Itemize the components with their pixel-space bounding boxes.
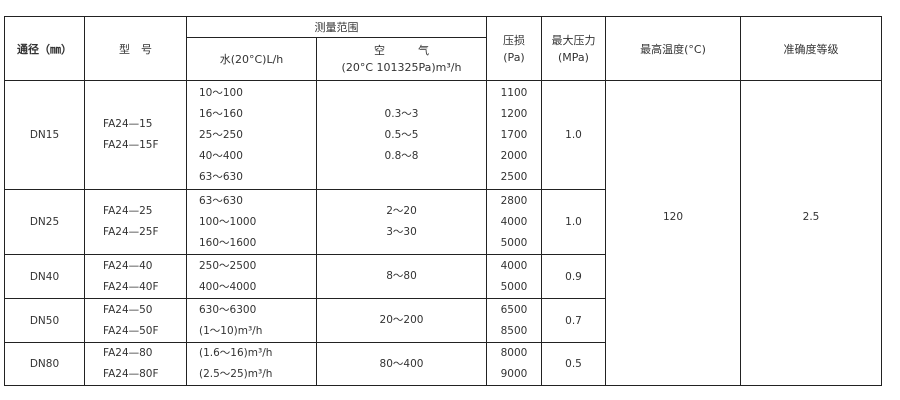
- cell-air: 20～200: [316, 298, 487, 343]
- cell-air-line: 8～80: [386, 270, 417, 282]
- cell-air-line: 80～400: [379, 357, 424, 370]
- cell-model-line: FA24—15F: [103, 139, 159, 151]
- cell-pressure-loss: 6500 8500: [486, 298, 542, 343]
- cell-water: 10～100 16～160 25～250 40～400 63～630: [186, 80, 317, 190]
- cell-pressure-loss: 4000 5000: [486, 254, 542, 299]
- table-row: DN40 FA24—40 FA24—40F 250～2500 400～4000 8～80 4…: [4, 254, 882, 299]
- cell-air-line: 0.5～5: [384, 128, 419, 141]
- cell-water: 250～2500 400～4000: [186, 254, 317, 299]
- cell-pressure-loss-line: 8500: [500, 324, 528, 337]
- cell-pressure-loss-line: 2000: [500, 149, 528, 162]
- cell-pressure-loss-line: 6500: [500, 303, 528, 316]
- table-row: DN25 FA24—25 FA24—25F 63～630 100～1000 160～160…: [4, 189, 882, 255]
- cell-air: 2～20 3～30: [316, 189, 487, 255]
- cell-air: 80～400: [316, 342, 487, 386]
- cell-air: 8～80: [316, 254, 487, 299]
- cell-water-line: 63～630: [199, 194, 243, 207]
- cell-pressure-loss: 1100 1200 1700 2000 2500: [486, 80, 542, 190]
- cell-pressure-loss-line: 2800: [500, 194, 528, 207]
- cell-air: 0.3～3 0.5～5 0.8～8: [316, 80, 487, 190]
- cell-water-line: (1～10)m³/h: [199, 324, 263, 337]
- header-max-pressure: 最大压力 (MPa): [541, 16, 606, 81]
- cell-diameter: DN50: [4, 298, 85, 343]
- cell-diameter: DN80: [4, 342, 85, 386]
- cell-air-line: 0.3～3: [384, 107, 419, 120]
- cell-max-pressure: 0.7: [541, 298, 606, 343]
- cell-max-pressure: 1.0: [541, 189, 606, 255]
- cell-pressure-loss-line: 1200: [500, 107, 528, 120]
- cell-air-line: 0.8～8: [384, 149, 419, 162]
- header-air: 空 气 (20°C 101325Pa)m³/h: [316, 37, 487, 81]
- cell-max-pressure: 0.9: [541, 254, 606, 299]
- cell-model-line: FA24—80F: [103, 368, 159, 380]
- cell-accuracy: 2.5: [740, 80, 882, 386]
- cell-pressure-loss-line: 4000: [500, 259, 528, 272]
- cell-model: FA24—15 FA24—15F: [84, 80, 187, 190]
- cell-water-line: 160～1600: [199, 236, 257, 249]
- cell-water-line: 630～6300: [199, 303, 257, 316]
- cell-pressure-loss: 2800 4000 5000: [486, 189, 542, 255]
- cell-water-line: 63～630: [199, 170, 243, 183]
- cell-model: FA24—40 FA24—40F: [84, 254, 187, 299]
- cell-water-line: 250～2500: [199, 259, 257, 272]
- cell-model-line: FA24—80: [103, 347, 153, 359]
- cell-air-line: 2～20: [386, 205, 417, 217]
- cell-pressure-loss-line: 1700: [500, 128, 528, 141]
- cell-pressure-loss-line: 9000: [500, 368, 528, 380]
- cell-pressure-loss: 8000 9000: [486, 342, 542, 386]
- header-pressure-loss: 压损 (Pa): [486, 16, 542, 81]
- cell-water-line: 400～4000: [199, 280, 257, 293]
- header-accuracy: 准确度等级: [740, 16, 882, 81]
- header-max-temp: 最高温度(°C): [605, 16, 741, 81]
- cell-water-line: (1.6～16)m³/h: [199, 347, 273, 359]
- table-row: DN80 FA24—80 FA24—80F (1.6～16)m³/h (2.5～25)m…: [4, 342, 882, 386]
- cell-pressure-loss-line: 5000: [500, 236, 528, 249]
- table-row: DN15 FA24—15 FA24—15F 10～100 16～160 25～250 40～…: [4, 80, 882, 386]
- cell-model-line: FA24—25F: [103, 226, 159, 238]
- cell-water: 630～6300 (1～10)m³/h: [186, 298, 317, 343]
- cell-water-line: 10～100: [199, 86, 243, 99]
- header-model: 型 号: [84, 16, 187, 81]
- cell-water-line: 16～160: [199, 107, 243, 120]
- cell-diameter: DN15: [4, 80, 85, 190]
- cell-pressure-loss-line: 2500: [500, 170, 528, 183]
- cell-water: 63～630 100～1000 160～1600: [186, 189, 317, 255]
- header-diameter: 通径（㎜）: [4, 16, 85, 81]
- cell-pressure-loss-line: 4000: [500, 215, 528, 228]
- cell-water-line: 100～1000: [199, 215, 257, 228]
- cell-model-line: FA24—50: [103, 303, 153, 316]
- cell-model-line: FA24—40: [103, 259, 153, 272]
- cell-model-line: FA24—40F: [103, 280, 159, 293]
- cell-air-line: 20～200: [379, 314, 424, 326]
- cell-water-line: 25～250: [199, 128, 243, 141]
- table-row: DN50 FA24—50 FA24—50F 630～6300 (1～10)m³/h 20～…: [4, 298, 882, 343]
- cell-max-pressure: 1.0: [541, 80, 606, 190]
- cell-pressure-loss-line: 8000: [500, 347, 528, 359]
- cell-air-line: 3～30: [386, 226, 417, 238]
- cell-pressure-loss-line: 5000: [500, 280, 528, 293]
- cell-diameter: DN40: [4, 254, 85, 299]
- cell-max-temp: 120: [605, 80, 741, 386]
- cell-model-line: FA24—50F: [103, 324, 159, 337]
- cell-pressure-loss-line: 1100: [500, 86, 528, 99]
- cell-model: FA24—25 FA24—25F: [84, 189, 187, 255]
- cell-model-line: FA24—25: [103, 205, 153, 217]
- cell-model: FA24—80 FA24—80F: [84, 342, 187, 386]
- cell-model: FA24—50 FA24—50F: [84, 298, 187, 343]
- cell-water-line: 40～400: [199, 149, 243, 162]
- cell-max-pressure: 0.5: [541, 342, 606, 386]
- cell-diameter: DN25: [4, 189, 85, 255]
- cell-water-line: (2.5～25)m³/h: [199, 368, 273, 380]
- cell-water: (1.6～16)m³/h (2.5～25)m³/h: [186, 342, 317, 386]
- cell-model-line: FA24—15: [103, 118, 153, 130]
- header-water: 水(20°C)L/h: [186, 37, 317, 81]
- header-range: 测量范围: [186, 16, 487, 38]
- spec-table: 通径（㎜） 型 号 测量范围 压损 (Pa) 最大压力 (MPa) 最高温度(°C)…: [4, 16, 882, 386]
